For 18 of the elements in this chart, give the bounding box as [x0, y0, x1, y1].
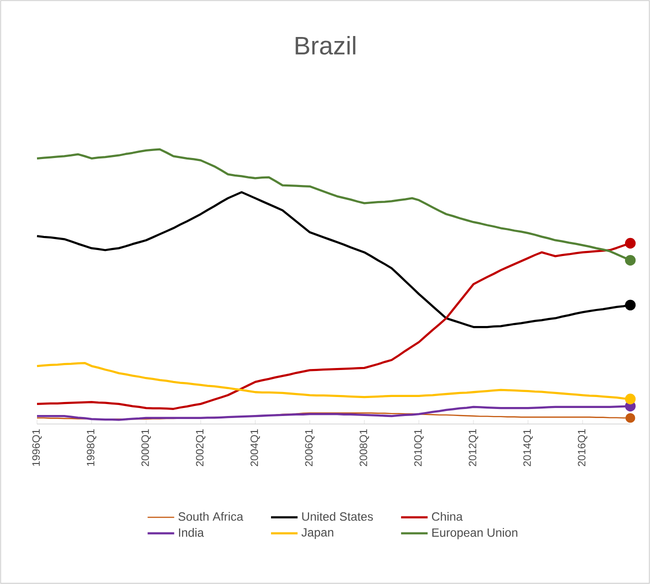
legend-label: European Union	[432, 528, 518, 540]
x-tick-label: 2000Q1	[141, 429, 151, 466]
x-tick-label: 2006Q1	[305, 429, 315, 466]
legend-label: China	[432, 512, 463, 521]
x-tick-label: 2004Q1	[250, 429, 260, 466]
x-tick-label: 2012Q1	[468, 429, 478, 466]
x-tick-label: 2008Q1	[360, 429, 370, 466]
x-tick-label: 1998Q1	[86, 429, 96, 466]
x-tick-label: 2014Q1	[523, 429, 533, 466]
legend-label: South Africa	[178, 512, 244, 521]
x-tick-label: 2010Q1	[414, 429, 424, 466]
chart-title: Brazil	[296, 36, 356, 55]
legend-label: India	[179, 528, 204, 537]
x-tick-label: 1996Q1	[32, 429, 42, 466]
x-tick-label: 2002Q1	[196, 429, 206, 466]
legend-label: United States	[302, 512, 373, 521]
x-tick-label: 2016Q1	[578, 429, 588, 466]
legend-label: Japan	[301, 528, 334, 539]
